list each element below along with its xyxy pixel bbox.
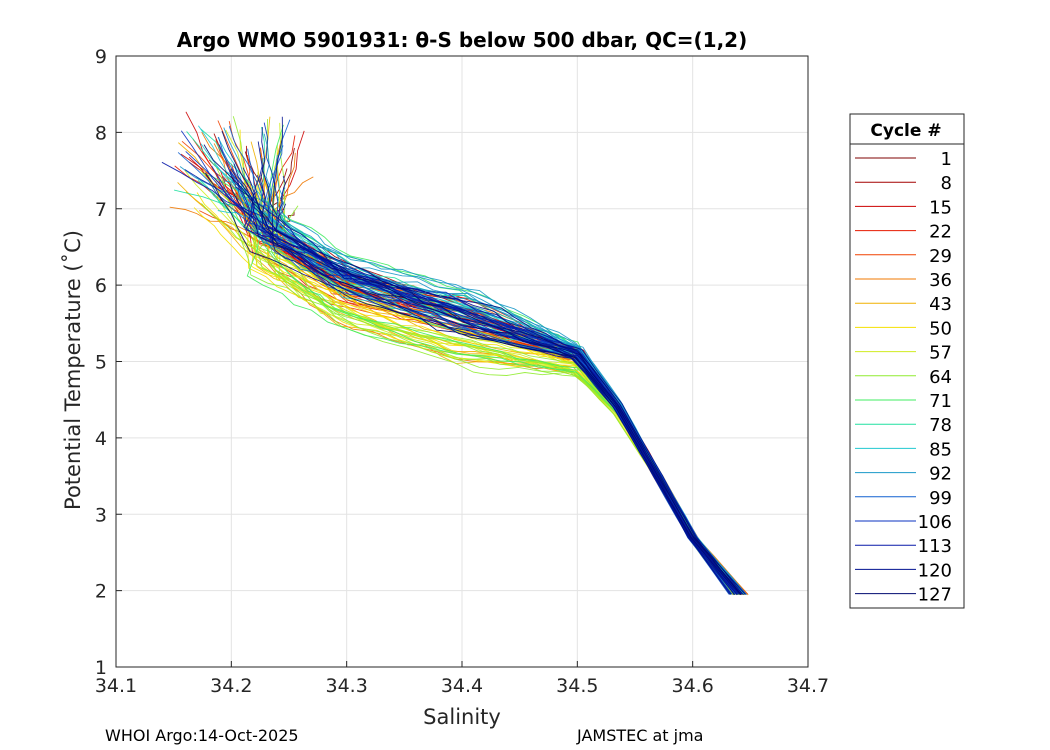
cycle-series-line <box>262 135 743 595</box>
cycle-series-line <box>266 122 735 595</box>
x-tick-label: 34.1 <box>95 675 137 697</box>
cycle-series-line <box>262 145 743 595</box>
cycle-series-line <box>239 129 741 595</box>
y-tick-label: 4 <box>95 428 107 450</box>
legend-label: 113 <box>918 536 952 557</box>
cycle-series-line <box>273 144 743 595</box>
cycle-series-line <box>177 182 735 595</box>
axis-ticks: 34.1 34.2 34.3 34.4 34.5 34.6 34.7 1 2 3 4 5 6 7 8 9 <box>95 46 829 697</box>
legend-label: 22 <box>929 222 952 243</box>
legend-label: 1 <box>941 149 952 170</box>
cycle-series-line <box>218 144 736 595</box>
y-tick-label: 8 <box>95 122 107 144</box>
cycle-series-line <box>233 163 741 595</box>
legend-label: 127 <box>918 585 952 606</box>
cycle-series-line <box>259 148 749 596</box>
cycle-series-line <box>243 191 739 595</box>
cycle-series-line <box>251 169 740 596</box>
legend-label: 78 <box>929 415 952 436</box>
cycle-series-line <box>232 168 740 595</box>
x-tick-label: 34.6 <box>672 675 714 697</box>
cycle-series-line <box>279 187 748 596</box>
x-tick-label: 34.3 <box>326 675 368 697</box>
y-tick-label: 7 <box>95 199 107 221</box>
cycle-series-line <box>281 152 737 595</box>
cycle-series-line <box>242 167 731 595</box>
cycle-series-line <box>229 183 746 595</box>
y-tick-label: 6 <box>95 275 107 297</box>
cycle-series-line <box>217 137 745 595</box>
cycle-series-line <box>276 147 740 595</box>
cycle-series-line <box>261 168 738 596</box>
chart-title: Argo WMO 5901931: θ-S below 500 dbar, QC… <box>177 28 747 52</box>
cycle-series-line <box>199 210 746 595</box>
legend-label: 57 <box>929 343 952 364</box>
y-tick-label: 2 <box>95 581 107 603</box>
legend-label: 106 <box>918 512 952 533</box>
cycle-series-line <box>192 138 747 595</box>
cycle-series-line <box>203 144 742 595</box>
legend-label: 71 <box>929 391 952 412</box>
x-tick-label: 34.2 <box>210 675 252 697</box>
cycle-series-line <box>213 133 737 595</box>
legend-label: 64 <box>929 367 952 388</box>
legend-box <box>849 113 965 609</box>
cycle-series-line <box>244 151 734 596</box>
cycle-series-line <box>260 196 745 595</box>
cycle-series-line <box>271 116 737 595</box>
x-tick-label: 34.4 <box>441 675 483 697</box>
cycle-series-line <box>201 203 745 595</box>
cycle-series-line <box>245 145 734 595</box>
x-tick-label: 34.5 <box>556 675 598 697</box>
cycle-series-line <box>245 164 732 595</box>
cycle-series-line <box>230 168 742 595</box>
cycle-series-line <box>261 176 740 595</box>
x-tick-label: 34.7 <box>787 675 829 697</box>
cycle-series-line <box>278 175 743 595</box>
cycle-series-line <box>260 175 743 595</box>
y-tick-label: 3 <box>95 504 107 526</box>
footer-right: JAMSTEC at jma <box>577 726 704 745</box>
legend-label: 8 <box>941 173 952 194</box>
series-lines <box>161 111 749 596</box>
cycle-series-line <box>230 163 733 595</box>
cycle-series-line <box>254 171 740 595</box>
legend-label: 50 <box>929 318 952 339</box>
legend-label: 99 <box>929 488 952 509</box>
legend-label: 15 <box>929 197 952 218</box>
footer-left: WHOI Argo:14-Oct-2025 <box>105 726 299 745</box>
cycle-series-line <box>205 172 742 596</box>
legend-label: 43 <box>929 294 952 315</box>
legend-label: 120 <box>918 560 952 581</box>
cycle-series-line <box>255 180 746 595</box>
y-tick-label: 1 <box>95 657 107 679</box>
legend-label: 36 <box>929 270 952 291</box>
x-axis-label: Salinity <box>423 705 501 729</box>
cycle-series-line <box>260 147 744 595</box>
cycle-series-line <box>250 141 738 595</box>
legend-label: 92 <box>929 464 952 485</box>
cycle-series-line <box>261 158 742 595</box>
legend-title: Cycle # <box>870 121 941 141</box>
cycle-series-line <box>247 148 730 595</box>
cycle-series-line <box>256 175 732 595</box>
y-tick-label: 9 <box>95 46 107 68</box>
cycle-series-line <box>161 161 739 595</box>
cycle-series-line <box>265 181 740 595</box>
cycle-series-line <box>174 165 737 595</box>
cycle-series-line <box>213 143 741 595</box>
legend-label: 85 <box>929 439 952 460</box>
legend: Cycle # 1 8 15 22 29 36 43 50 57 64 71 78 85 92 99 106 1… <box>849 113 965 609</box>
cycle-series-line <box>257 141 735 595</box>
legend-label: 29 <box>929 246 952 267</box>
y-tick-label: 5 <box>95 352 107 374</box>
cycle-series-line <box>272 185 741 595</box>
cycle-series-line <box>221 130 740 595</box>
y-axis-label: Potential Temperature (˚C) <box>61 230 85 510</box>
